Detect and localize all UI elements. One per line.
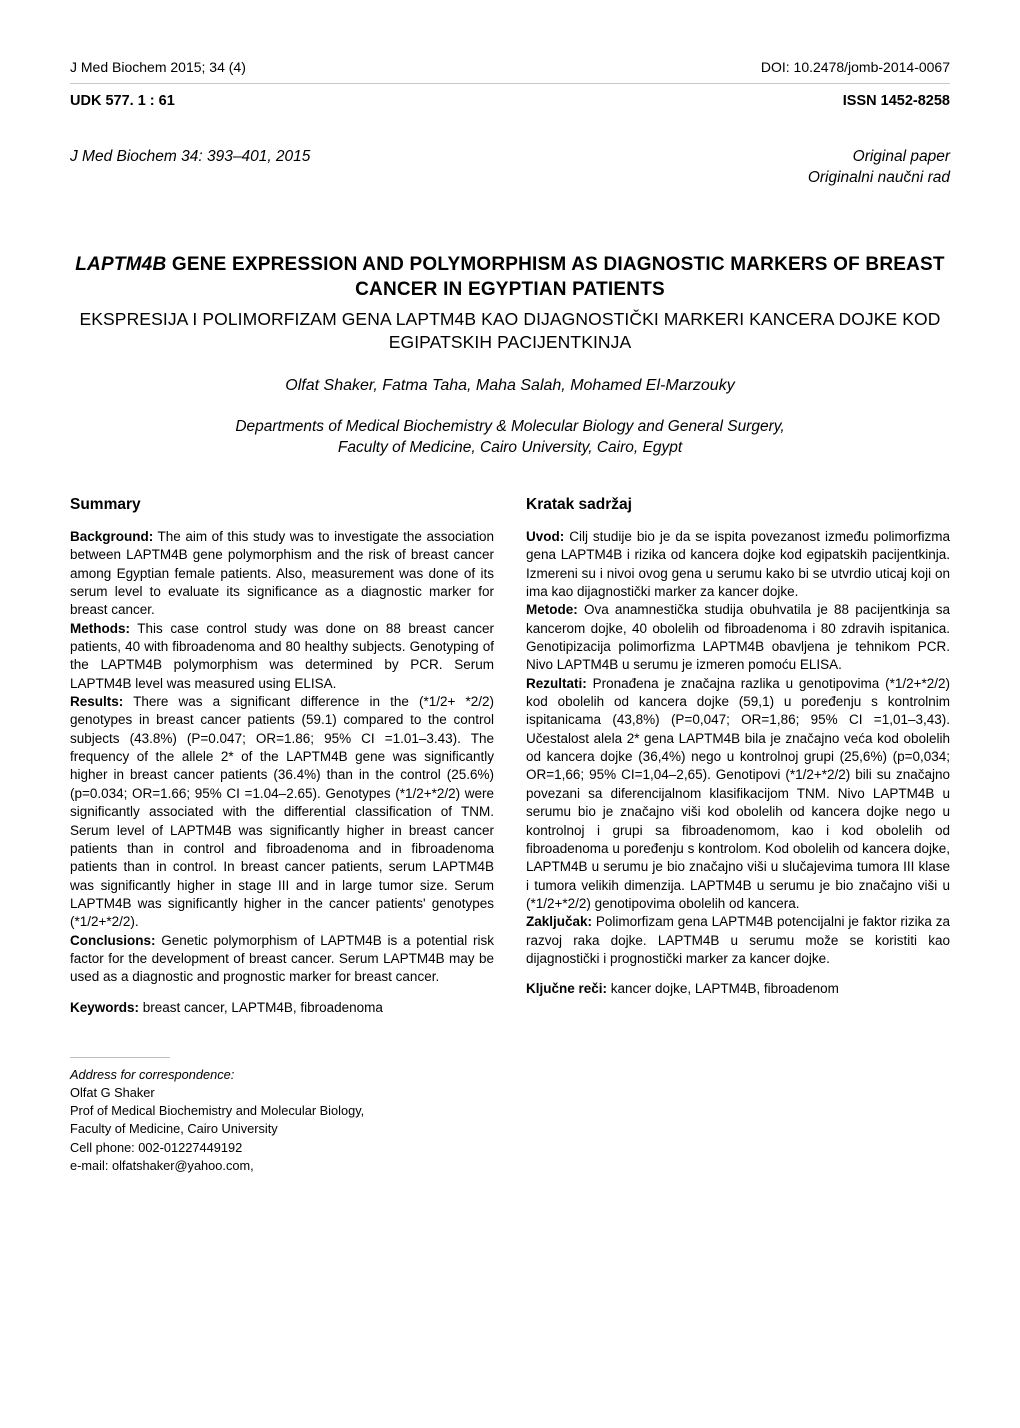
keywords-sr: Ključne reči: kancer dojke, LAPTM4B, fib… [526,980,950,998]
correspondence-block: Address for correspondence: Olfat G Shak… [70,1066,494,1175]
abstract-columns: Summary Background: The aim of this stud… [70,495,950,1175]
metode-label: Metode: [526,602,578,617]
title-rest: GENE EXPRESSION AND POLYMORPHISM AS DIAG… [166,254,944,299]
paper-type-sr: Originalni naučni rad [808,169,950,186]
correspondence-line-1: Prof of Medical Biochemistry and Molecul… [70,1102,494,1120]
affiliation-line-1: Departments of Medical Biochemistry & Mo… [235,418,784,435]
methods-text: This case control study was done on 88 b… [70,621,494,691]
sazetak-column: Kratak sadržaj Uvod: Cilj studije bio je… [526,495,950,1175]
methods-label: Methods: [70,621,130,636]
header-rule [70,83,950,84]
gene-name: LAPTM4B [75,254,166,275]
summary-conclusions: Conclusions: Genetic polymorphism of LAP… [70,932,494,987]
rezultati-text: Pronađena je značajna razlika u genotipo… [526,676,950,911]
sazetak-heading: Kratak sadržaj [526,495,950,516]
keywords-text-en: breast cancer, LAPTM4B, fibroadenoma [139,1000,383,1015]
paper-type-en: Original paper [853,148,950,165]
paper-type-row: J Med Biochem 34: 393–401, 2015 Original… [70,147,950,189]
summary-results: Results: There was a significant differe… [70,693,494,932]
zakljucak-label: Zaključak: [526,914,592,929]
summary-background: Background: The aim of this study was to… [70,528,494,620]
affiliation: Departments of Medical Biochemistry & Mo… [70,417,950,459]
conclusions-label: Conclusions: [70,933,156,948]
results-label: Results: [70,694,123,709]
uvod-text: Cilj studije bio je da se ispita povezan… [526,529,950,599]
doi: DOI: 10.2478/jomb-2014-0067 [761,58,950,77]
title-block: LAPTM4B GENE EXPRESSION AND POLYMORPHISM… [70,253,950,459]
sazetak-uvod: Uvod: Cilj studije bio je da se ispita p… [526,528,950,601]
correspondence-line-2: Faculty of Medicine, Cairo University [70,1120,494,1138]
affiliation-line-2: Faculty of Medicine, Cairo University, C… [338,439,682,456]
keywords-label-en: Keywords: [70,1000,139,1015]
results-text: There was a significant difference in th… [70,694,494,929]
author-list: Olfat Shaker, Fatma Taha, Maha Salah, Mo… [70,375,950,397]
keywords-label-sr: Ključne reči: [526,981,607,996]
issn-code: ISSN 1452-8258 [843,92,950,112]
summary-heading: Summary [70,495,494,516]
correspondence-phone: Cell phone: 002-01227449192 [70,1139,494,1157]
sazetak-zakljucak: Zaključak: Polimorfizam gena LAPTM4B pot… [526,913,950,968]
correspondence-rule [70,1057,170,1058]
summary-column: Summary Background: The aim of this stud… [70,495,494,1175]
summary-methods: Methods: This case control study was don… [70,620,494,693]
correspondence-email: e-mail: olfatshaker@yahoo.com, [70,1157,494,1175]
journal-issue: J Med Biochem 2015; 34 (4) [70,58,246,77]
keywords-en: Keywords: breast cancer, LAPTM4B, fibroa… [70,999,494,1017]
correspondence-heading: Address for correspondence: [70,1066,494,1084]
running-header: J Med Biochem 2015; 34 (4) DOI: 10.2478/… [70,58,950,77]
rezultati-label: Rezultati: [526,676,587,691]
article-title-en: LAPTM4B GENE EXPRESSION AND POLYMORPHISM… [70,253,950,302]
sazetak-metode: Metode: Ova anamnestička studija obuhvat… [526,601,950,674]
article-title-sr: EKSPRESIJA I POLIMORFIZAM GENA LAPTM4B K… [70,308,950,354]
paper-type: Original paper Originalni naučni rad [808,147,950,189]
citation: J Med Biochem 34: 393–401, 2015 [70,147,310,189]
background-label: Background: [70,529,153,544]
sazetak-rezultati: Rezultati: Pronađena je značajna razlika… [526,675,950,914]
metode-text: Ova anamnestička studija obuhvatila je 8… [526,602,950,672]
classification-row: UDK 577. 1 : 61 ISSN 1452-8258 [70,92,950,112]
udk-code: UDK 577. 1 : 61 [70,92,175,112]
correspondence-name: Olfat G Shaker [70,1084,494,1102]
uvod-label: Uvod: [526,529,564,544]
keywords-text-sr: kancer dojke, LAPTM4B, fibroadenom [607,981,839,996]
